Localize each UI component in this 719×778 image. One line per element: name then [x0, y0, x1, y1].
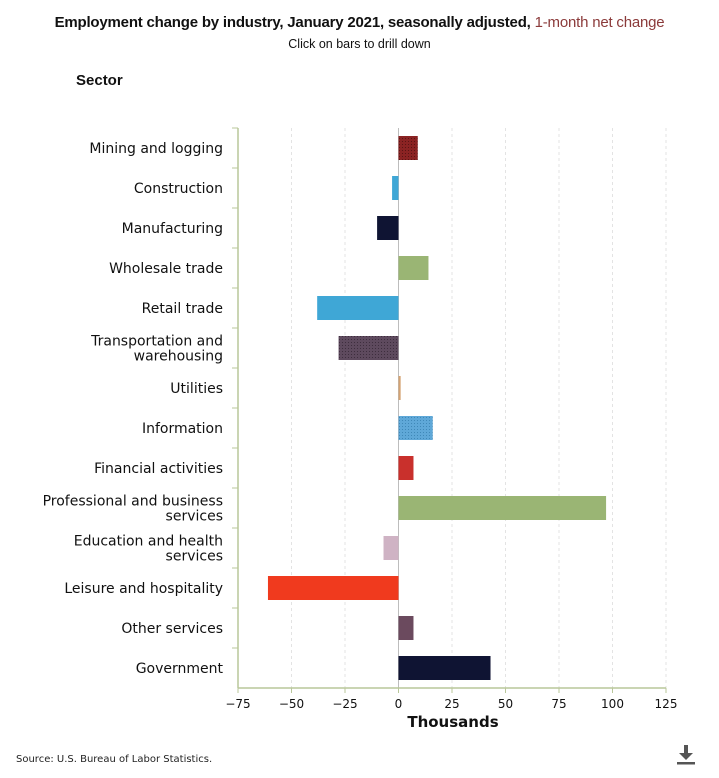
- x-tick-label: 100: [601, 697, 624, 711]
- download-button[interactable]: [674, 742, 698, 766]
- category-label: Utilities: [170, 381, 223, 397]
- bar[interactable]: [392, 176, 399, 200]
- category-label: Transportation and: [90, 334, 223, 350]
- category-label: Retail trade: [142, 301, 223, 317]
- chart-title-highlight: 1-month net change: [534, 14, 665, 31]
- x-axis-title: Thousands: [407, 713, 498, 731]
- gridlines: [291, 128, 667, 688]
- category-label: Government: [136, 661, 224, 677]
- chart-title: Employment change by industry, January 2…: [0, 14, 719, 31]
- category-label: Leisure and hospitality: [64, 581, 223, 597]
- bar[interactable]: [317, 296, 399, 320]
- category-label: Financial activities: [94, 461, 223, 477]
- x-tick-label: −25: [332, 697, 357, 711]
- bars: [267, 136, 607, 680]
- x-axis: −75 −50 −25 0 25 50 75 100 125: [225, 128, 677, 711]
- bar[interactable]: [398, 256, 429, 280]
- category-labels: Mining and logging Construction Manufactur…: [43, 127, 238, 677]
- x-tick-label: −50: [279, 697, 304, 711]
- x-tick-label: 25: [444, 697, 459, 711]
- bar[interactable]: [398, 376, 401, 400]
- x-tick-label: 75: [551, 697, 566, 711]
- bar[interactable]: [377, 216, 399, 240]
- category-label: Professional and business: [43, 494, 223, 510]
- x-tick-label: 50: [498, 697, 513, 711]
- category-label: Manufacturing: [122, 221, 223, 237]
- bar[interactable]: [267, 576, 399, 600]
- category-label: Wholesale trade: [109, 261, 223, 277]
- category-label: Education and health: [74, 534, 223, 550]
- bar[interactable]: [398, 616, 414, 640]
- category-label: services: [166, 509, 223, 525]
- download-icon: [677, 745, 695, 765]
- chart-subtitle: Click on bars to drill down: [288, 37, 431, 51]
- x-tick-label: −75: [225, 697, 250, 711]
- bar[interactable]: [398, 136, 418, 160]
- chart-title-main: Employment change by industry, January 2…: [54, 14, 531, 31]
- x-tick-label: 125: [655, 697, 678, 711]
- category-label: Information: [142, 421, 223, 437]
- bar[interactable]: [398, 456, 414, 480]
- bar[interactable]: [338, 336, 399, 360]
- bar[interactable]: [398, 496, 607, 520]
- category-label: Mining and logging: [89, 141, 223, 157]
- bar[interactable]: [383, 536, 399, 560]
- category-label: services: [166, 549, 223, 565]
- category-label: warehousing: [134, 349, 223, 365]
- bar-chart: Mining and logging Construction Manufactur…: [43, 127, 677, 731]
- category-label: Other services: [121, 621, 223, 637]
- bar[interactable]: [398, 656, 491, 680]
- sector-axis-title: Sector: [76, 72, 123, 89]
- bar[interactable]: [398, 416, 433, 440]
- source-note: Source: U.S. Bureau of Labor Statistics.: [16, 754, 213, 765]
- category-label: Construction: [134, 181, 223, 197]
- x-tick-label: 0: [395, 697, 403, 711]
